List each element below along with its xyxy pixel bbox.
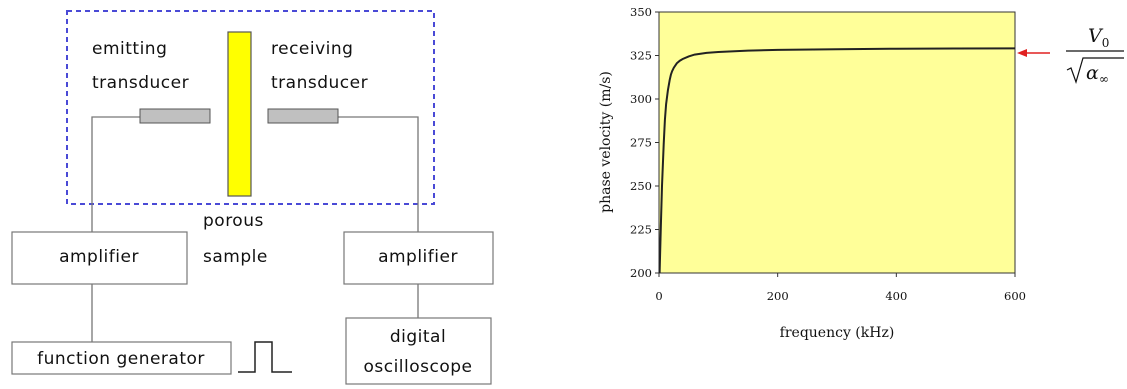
y-tick-label: 350 <box>630 5 652 19</box>
receiving-label-line1: receiving <box>271 39 353 59</box>
amplifier-left-box <box>11 231 188 285</box>
asymptote-arrow-head <box>1017 49 1027 57</box>
amplifier-right-label: amplifier <box>378 247 458 267</box>
y-tick-label: 325 <box>630 49 652 63</box>
y-tick-label: 225 <box>630 223 652 237</box>
oscilloscope-label-line2: oscilloscope <box>363 357 472 377</box>
sample-label-line2: sample <box>203 247 268 267</box>
pulse-waveform-icon <box>238 341 292 373</box>
setup-diagram: emitting transducer receiving transducer… <box>11 10 494 385</box>
wire-receiver-to-amplifier <box>338 116 419 232</box>
formula-sqrt-sign <box>1066 57 1124 84</box>
emitting-transducer <box>139 108 211 124</box>
x-tick-label: 600 <box>1004 289 1026 303</box>
function-generator-label: function generator <box>37 349 205 369</box>
receiving-label-line2: transducer <box>271 73 368 93</box>
x-ticks: 0 200 400 600 <box>655 273 1026 303</box>
y-ticks: 200 225 250 275 300 325 350 <box>630 5 659 280</box>
oscilloscope-box <box>345 317 492 385</box>
y-tick-label: 275 <box>630 136 652 150</box>
measurement-cell-enclosure <box>66 10 435 205</box>
plot-area <box>658 11 1016 274</box>
y-tick-label: 200 <box>630 266 652 280</box>
formula-v-subscript: 0 <box>1102 36 1110 50</box>
formula-denominator: α∞ <box>1086 62 1109 86</box>
x-tick-label: 0 <box>655 289 662 303</box>
formula-alpha: α <box>1086 62 1099 84</box>
function-generator-box <box>11 341 232 375</box>
phase-velocity-curve <box>658 47 1016 274</box>
amplifier-right-box <box>343 231 494 285</box>
formula-v: V <box>1088 25 1104 47</box>
amplifier-left-label: amplifier <box>59 247 139 267</box>
asymptote-annotation: V0 α∞ <box>1017 25 1124 86</box>
x-tick-label: 200 <box>767 289 789 303</box>
x-tick-label: 400 <box>885 289 907 303</box>
porous-sample-slab <box>227 31 252 197</box>
y-tick-label: 300 <box>630 92 652 106</box>
wire-emitter-to-amplifier <box>91 116 140 232</box>
sample-label-line1: porous <box>203 211 264 231</box>
x-axis-title: frequency (kHz) <box>780 325 895 341</box>
receiving-transducer <box>267 108 339 124</box>
emitting-label-line2: transducer <box>92 73 189 93</box>
y-tick-label: 250 <box>630 179 652 193</box>
emitting-label-line1: emitting <box>92 39 167 59</box>
formula-numerator: V0 <box>1088 25 1109 50</box>
y-axis-title: phase velocity (m/s) <box>598 71 614 213</box>
formula-alpha-subscript: ∞ <box>1099 72 1109 86</box>
oscilloscope-label-line1: digital <box>390 327 446 347</box>
